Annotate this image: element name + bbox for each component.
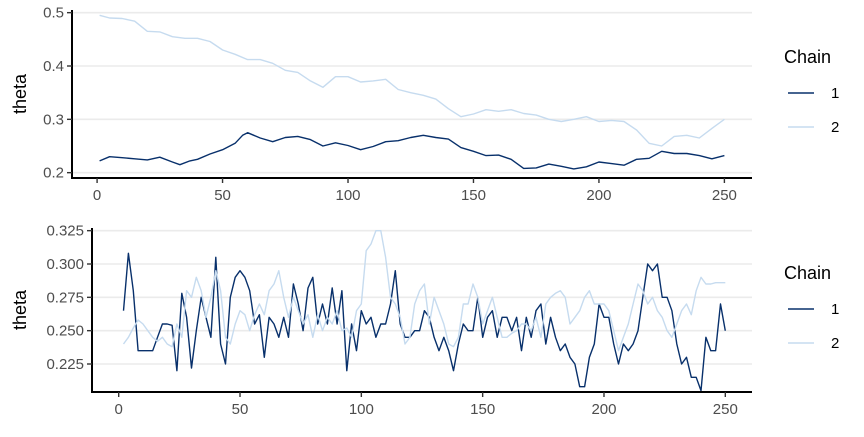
legend: Chain 1 2 <box>784 47 839 136</box>
legend-label-chain-2: 2 <box>831 119 839 136</box>
x-tick-label: 0 <box>93 187 101 204</box>
x-tick-label: 250 <box>713 401 738 418</box>
series-line-chain-1 <box>99 132 725 170</box>
x-tick-label: 50 <box>232 401 249 418</box>
legend-title: Chain <box>784 47 831 67</box>
series-line-chain-2 <box>122 230 726 352</box>
panel-1: 0.2 0.3 0.4 0.5 0 50 100 150 200 250 theta Chain 1 2 <box>10 5 839 204</box>
x-tick-label: 50 <box>214 187 231 204</box>
legend-label-chain-1: 1 <box>831 301 839 318</box>
x-tick-label: 250 <box>712 187 737 204</box>
y-tick-label: 0.5 <box>43 5 64 22</box>
x-tick-label: 200 <box>591 401 616 418</box>
x-tick-label: 100 <box>349 401 374 418</box>
series-line-chain-2 <box>99 14 725 147</box>
x-tick-label: 150 <box>470 401 495 418</box>
series-line-chain-1 <box>122 252 726 392</box>
legend-title: Chain <box>784 263 831 283</box>
x-tick-label: 0 <box>115 401 123 418</box>
x-tick-label: 200 <box>586 187 611 204</box>
y-tick-label: 0.225 <box>46 356 84 373</box>
y-tick-label: 0.2 <box>43 165 64 182</box>
y-tick-label: 0.325 <box>46 223 84 240</box>
x-tick-label: 150 <box>461 187 486 204</box>
y-axis-title: theta <box>10 73 30 114</box>
legend-label-chain-2: 2 <box>831 335 839 352</box>
y-tick-label: 0.300 <box>46 256 84 273</box>
panel-2: 0.225 0.250 0.275 0.300 0.325 0 50 100 150 200 250… <box>10 223 839 418</box>
legend-label-chain-1: 1 <box>831 85 839 102</box>
legend: Chain 1 2 <box>784 263 839 352</box>
y-tick-label: 0.250 <box>46 323 84 340</box>
y-tick-label: 0.275 <box>46 289 84 306</box>
y-tick-label: 0.3 <box>43 111 64 128</box>
y-tick-label: 0.4 <box>43 58 64 75</box>
x-tick-label: 100 <box>335 187 360 204</box>
y-axis-title: theta <box>10 289 30 330</box>
